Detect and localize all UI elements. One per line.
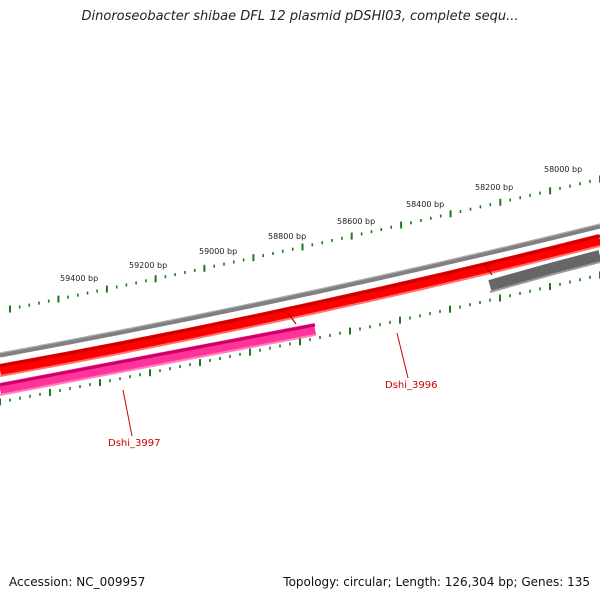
other-feature-arc <box>488 250 600 292</box>
gene-label-dshi-3997[interactable]: Dshi_3997 <box>108 438 160 449</box>
ruler-label-58800: 58800 bp <box>268 232 306 241</box>
feature-boundary <box>483 263 493 276</box>
other-feature-arc-highlight <box>489 261 600 293</box>
ruler-label-59200: 59200 bp <box>129 261 167 270</box>
reverse-feature-arc-shade <box>0 323 316 387</box>
gene-label-dshi-3996[interactable]: Dshi_3996 <box>385 380 437 391</box>
outer-tick-track <box>9 175 600 313</box>
ruler-label-58200: 58200 bp <box>475 183 513 192</box>
ruler-label-58600: 58600 bp <box>337 217 375 226</box>
ruler-label-58400: 58400 bp <box>406 200 444 209</box>
accession-text: Accession: NC_009957 <box>9 575 146 589</box>
ruler-label-58000: 58000 bp <box>544 165 582 174</box>
gene-callout-line-dshi-3996 <box>396 332 409 379</box>
forward-feature-arc-shade <box>0 234 600 368</box>
map-title: Dinoroseobacter shibae DFL 12 plasmid pD… <box>81 9 519 24</box>
forward-feature-arc <box>0 234 600 376</box>
gene-callout-line-dshi-3997 <box>122 389 133 437</box>
reverse-feature-arc-dshi-3997 <box>0 323 317 395</box>
feature-boundary <box>287 312 297 325</box>
inner-tick-track <box>0 271 600 406</box>
ruler-label-59400: 59400 bp <box>60 274 98 283</box>
sequence-summary-text: Topology: circular; Length: 126,304 bp; … <box>283 575 590 589</box>
ruler-labels: 58000 bp 58200 bp 58400 bp 58600 bp 5880… <box>60 165 582 283</box>
forward-feature-arc-highlight <box>0 245 600 377</box>
backbone-arc-highlight <box>0 223 600 354</box>
ruler-label-59000: 59000 bp <box>199 247 237 256</box>
backbone-arc <box>0 223 600 358</box>
reverse-feature-arc-highlight <box>0 334 316 396</box>
